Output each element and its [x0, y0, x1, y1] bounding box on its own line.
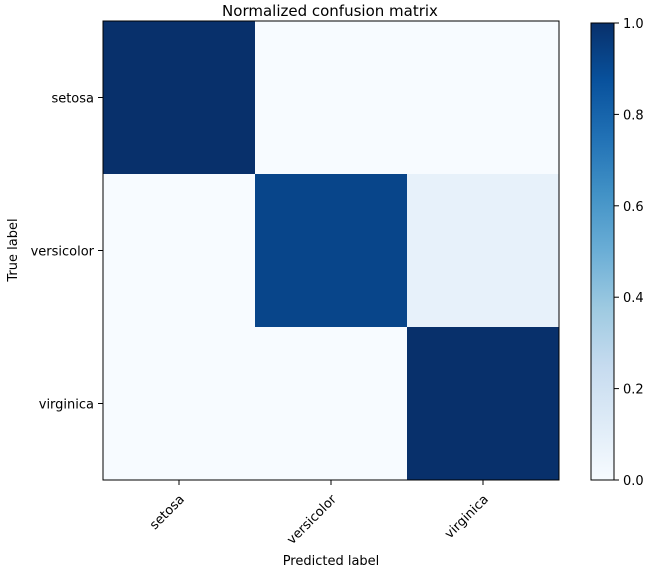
- colorbar-tick-label: 0.0: [623, 474, 644, 489]
- colorbar-tick-label: 1.0: [623, 17, 644, 32]
- colorbar-tick-label: 0.8: [623, 108, 644, 123]
- y-axis-label: True label: [6, 218, 21, 282]
- heatmap-cell: [103, 21, 256, 175]
- colorbar: [590, 22, 615, 481]
- x-axis-label: Predicted label: [283, 554, 380, 568]
- colorbar-tick-label: 0.4: [623, 291, 644, 306]
- heatmap-cells: [103, 21, 560, 481]
- x-tick-label: virginica: [442, 492, 492, 542]
- y-tick-label: setosa: [51, 92, 94, 107]
- y-axis-ticks: setosa versicolor virginica: [31, 92, 103, 413]
- colorbar-ticks: 0.0 0.2 0.4 0.6 0.8 1.0: [614, 17, 644, 489]
- chart-title: Normalized confusion matrix: [222, 2, 438, 20]
- y-tick-label: versicolor: [31, 245, 95, 260]
- x-tick-label: versicolor: [284, 492, 340, 548]
- heatmap-cell: [255, 327, 408, 481]
- heatmap-cell: [103, 174, 256, 328]
- heatmap-cell: [407, 174, 560, 328]
- heatmap-cell: [103, 327, 256, 481]
- heatmap-cell: [407, 21, 560, 175]
- colorbar-tick-label: 0.2: [623, 383, 644, 398]
- x-axis-ticks: setosa versicolor virginica: [147, 480, 492, 548]
- colorbar-tick-label: 0.6: [623, 200, 644, 215]
- heatmap-cell: [255, 174, 408, 328]
- y-tick-label: virginica: [39, 398, 94, 413]
- x-tick-label: setosa: [147, 492, 188, 533]
- heatmap-cell: [255, 21, 408, 175]
- heatmap-cell: [407, 327, 560, 481]
